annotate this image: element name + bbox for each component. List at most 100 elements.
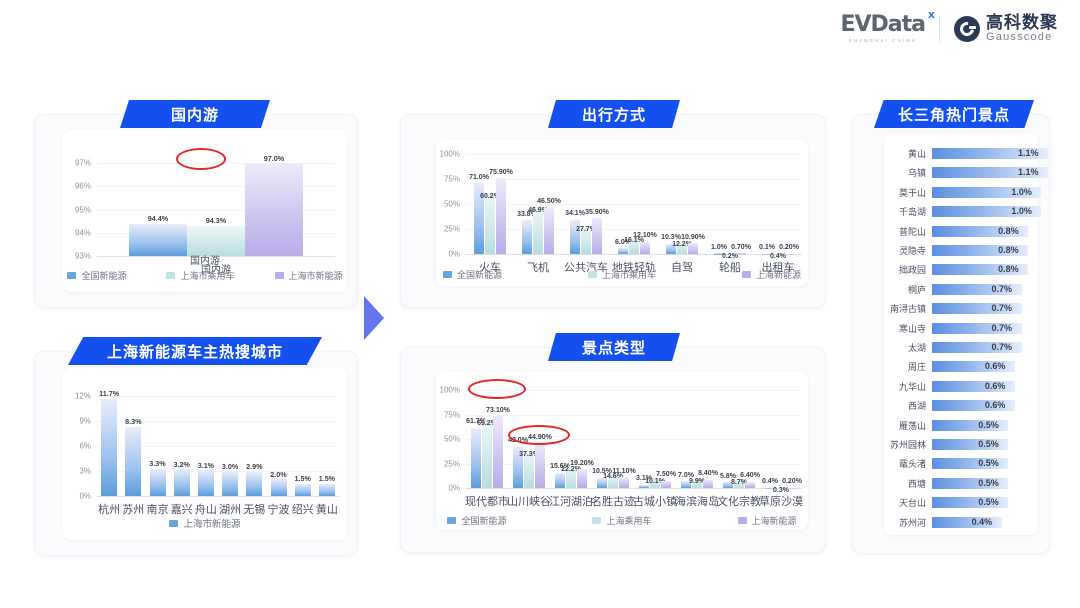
y-axis-tick-label: 0% — [448, 483, 460, 493]
legend-item: 上海市新能源 — [169, 516, 241, 530]
x-axis-category-label: 飞机 — [527, 262, 549, 274]
gridline — [97, 396, 339, 397]
hotspot-bar — [932, 458, 1009, 470]
y-axis-tick-label: 50% — [443, 434, 460, 444]
bar-value-label: 10.90% — [681, 233, 705, 241]
legend-item: 上海市乘用车 — [587, 268, 656, 281]
chart-legend: 全国新能源 上海市乘用车 上海市新能源 — [63, 269, 347, 282]
bar-value-label: 69.2% — [477, 419, 497, 427]
hotspot-value-label: 0.6% — [984, 400, 1006, 411]
panel-title-domestic: 国内游 — [120, 100, 270, 128]
hotspot-value-label: 0.8% — [998, 245, 1019, 255]
x-axis-line — [97, 256, 335, 257]
hotspot-bar — [932, 245, 1029, 256]
bar — [197, 470, 214, 496]
bar-value-label: 3.2% — [173, 459, 190, 469]
bar — [666, 243, 676, 254]
bar — [535, 443, 545, 488]
list-item[interactable]: 莫干山 1.0% — [884, 186, 1042, 199]
bar-value-label: 1.5% — [294, 474, 311, 483]
bar-value-label: 10.3% — [661, 234, 681, 242]
list-item[interactable]: 鼋头渚 0.5% — [884, 457, 1038, 470]
legend-label: 上海新能源 — [756, 270, 802, 280]
list-item[interactable]: 西湖 0.6% — [884, 399, 1038, 412]
list-item[interactable]: 九华山 0.6% — [884, 380, 1038, 393]
bar-value-label: 12.2% — [672, 241, 692, 249]
gridline — [466, 229, 802, 230]
list-item[interactable]: 寒山寺 0.7% — [884, 322, 1038, 335]
hotspot-name: 西塘 — [908, 478, 927, 489]
bar — [544, 207, 554, 254]
list-item[interactable]: 周庄 0.6% — [884, 360, 1038, 373]
hotspot-bar-track: 0.6% — [932, 400, 1038, 412]
x-axis-category-label: 山川峡谷 — [507, 496, 551, 508]
list-item[interactable]: 太湖 0.7% — [884, 341, 1038, 354]
list-item[interactable]: 苏州园林 0.5% — [884, 438, 1038, 451]
bar-value-label: 0.4% — [762, 478, 778, 486]
bar-value-label: 3.1% — [636, 475, 652, 483]
list-item[interactable]: 苏州河 0.4% — [884, 516, 1038, 529]
x-axis-category-label: 杭州 — [98, 504, 121, 516]
legend-label: 上海市新能源 — [183, 519, 241, 530]
y-axis-tick-label: 93% — [74, 251, 91, 261]
hotspot-bar-track: 0.5% — [932, 477, 1038, 489]
y-axis-tick-label: 0% — [79, 491, 91, 501]
x-axis-category-label: 地铁轻轨 — [612, 262, 656, 274]
list-item[interactable]: 普陀山 0.8% — [884, 225, 1038, 238]
hotspot-bar — [932, 439, 1009, 450]
bar-value-label: 11.7% — [99, 389, 120, 398]
bar-value-label: 12.10% — [633, 232, 657, 240]
hotspot-bar-track: 0.8% — [932, 264, 1038, 276]
legend-item: 全国新能源 — [67, 269, 126, 282]
bar — [471, 427, 481, 488]
bar-value-label: 8.3% — [125, 417, 142, 427]
legend-item: 上海新能源 — [737, 514, 797, 527]
legend-swatch — [592, 517, 602, 524]
list-item[interactable]: 黄山 1.1% — [884, 147, 1049, 160]
legend-item: 全国新能源 — [447, 514, 506, 527]
gausscode-logo: 高科数聚 Gausscode — [954, 14, 1058, 43]
evdata-subtitle: SHANGHAI CHINA — [848, 38, 917, 44]
x-axis-category-label: 草原沙漠 — [759, 496, 803, 508]
bar — [619, 477, 629, 488]
bar-value-label: 73.10% — [486, 406, 510, 414]
bar-value-label: 9.9% — [689, 477, 705, 485]
gausscode-cn-name: 高科数聚 — [986, 13, 1058, 32]
legend-label: 全国新能源 — [456, 270, 502, 280]
legend-item: 全国新能源 — [442, 268, 502, 281]
list-item[interactable]: 天台山 0.5% — [884, 496, 1038, 509]
list-item[interactable]: 千岛湖 1.0% — [884, 205, 1042, 218]
evdata-text: EVData — [840, 12, 926, 38]
bar — [725, 253, 735, 256]
hotspot-name: 寒山寺 — [899, 323, 927, 334]
list-item[interactable]: 拙政园 0.8% — [884, 263, 1038, 276]
bar-value-label: 27.7% — [576, 225, 596, 233]
bar-value-label: 0.20% — [782, 478, 802, 486]
gridline — [466, 390, 802, 391]
bar-value-label: 44.90% — [528, 434, 552, 442]
gridline — [97, 446, 339, 447]
evdata-logo: EVData x SHANGHAI CHINA — [840, 9, 935, 44]
hotspot-name: 西湖 — [908, 401, 927, 412]
bar — [482, 420, 492, 488]
list-item[interactable]: 南浔古镇 0.7% — [884, 302, 1038, 315]
bar-value-label: 6.0% — [615, 238, 631, 246]
hotspot-bar-track: 0.7% — [932, 322, 1038, 334]
plot-area-hotspots: 黄山 1.1% 乌镇 1.1% 莫干山 1.0% 千岛湖 1.0% 普陀山 0.8% 灵隐寺 0.8%… — [884, 133, 1049, 535]
list-item[interactable]: 雁荡山 0.5% — [884, 419, 1038, 432]
list-item[interactable]: 乌镇 1.1% — [884, 166, 1049, 179]
bar-value-label: 0.3% — [773, 487, 789, 495]
plot-area-travel: 0% 25% 50% 75% 100% 71.0% 60.2% 75.90% 火车 33.8% 46… — [436, 140, 808, 286]
hotspot-bar-track: 1.0% — [932, 186, 1042, 198]
gridline — [466, 179, 802, 180]
list-item[interactable]: 西塘 0.5% — [884, 477, 1038, 490]
bar-value-label: 2.9% — [246, 462, 263, 472]
bar-value-label: 35.90% — [585, 208, 609, 216]
brand-header: EVData x SHANGHAI CHINA 高科数聚 Gausscode — [840, 9, 1058, 44]
list-item[interactable]: 桐庐 0.7% — [884, 283, 1038, 296]
x-axis-category-label: 古城小镇 — [633, 496, 677, 508]
bar — [570, 219, 580, 254]
bar-value-label: 94.3% — [205, 216, 227, 226]
legend-label: 上海市乘用车 — [601, 270, 656, 280]
list-item[interactable]: 灵隐寺 0.8% — [884, 244, 1038, 257]
